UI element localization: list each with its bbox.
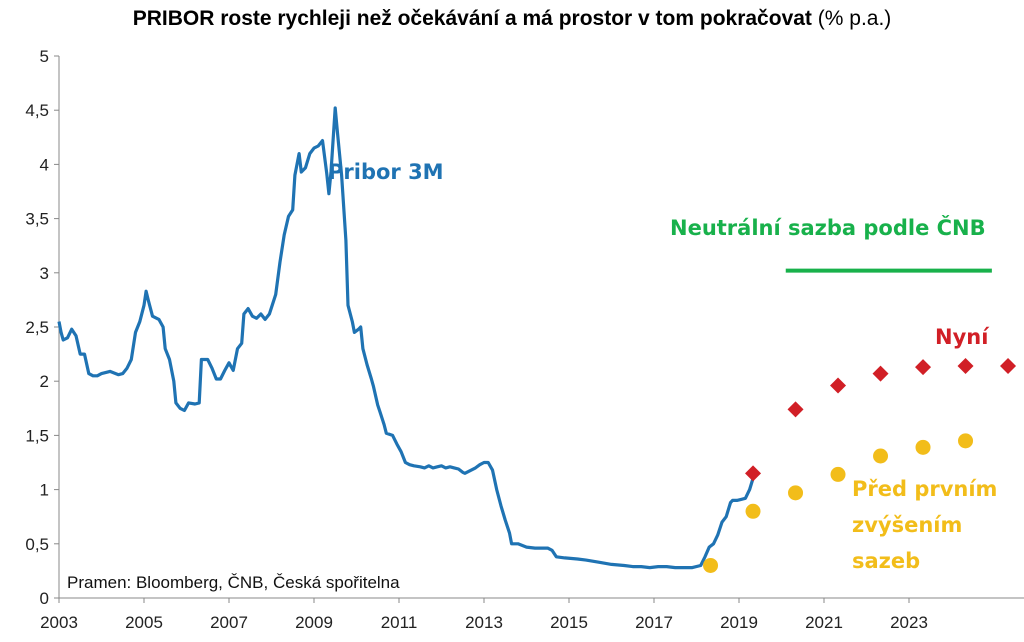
before-hike-point xyxy=(915,439,931,455)
y-tick-label: 3 xyxy=(40,264,49,283)
current-point xyxy=(915,359,932,376)
chart-title-main: PRIBOR roste rychleji než očekávání a má… xyxy=(132,7,812,30)
y-tick-label: 0,5 xyxy=(25,535,49,554)
x-ticks: 2003 2005 2007 2009 2011 2013 2015 2017 2019 2021… xyxy=(40,598,928,632)
before-hike-point xyxy=(873,448,889,464)
y-tick-label: 1 xyxy=(40,481,49,500)
x-tick-label: 2013 xyxy=(465,613,503,632)
x-tick-label: 2009 xyxy=(295,613,333,632)
chart-title-unit: (% p.a.) xyxy=(817,7,892,30)
y-tick-label: 1,5 xyxy=(25,426,49,445)
x-tick-label: 2005 xyxy=(125,613,163,632)
y-ticks: 0 0,5 1 1,5 2 2,5 3 3,5 4 4,5 5 xyxy=(25,47,59,608)
x-tick-label: 2007 xyxy=(210,613,248,632)
pribor-3m-line xyxy=(57,106,756,570)
x-tick-label: 2017 xyxy=(635,613,673,632)
before-hike-label-line1: Před prvním xyxy=(852,477,997,501)
x-tick-label: 2019 xyxy=(720,613,758,632)
before-hike-point xyxy=(830,466,846,482)
x-tick-label: 2023 xyxy=(890,613,928,632)
before-hike-point xyxy=(745,503,761,519)
neutral-rate-label: Neutrální sazba podle ČNB xyxy=(670,215,986,240)
before-hike-label-line3: sazeb xyxy=(852,549,920,573)
series-layer xyxy=(57,106,1017,573)
y-tick-label: 2,5 xyxy=(25,318,49,337)
x-tick-label: 2021 xyxy=(805,613,843,632)
before-hike-point xyxy=(958,433,974,449)
pribor-label: Pribor 3M xyxy=(328,160,444,184)
current-label: Nyní xyxy=(935,325,990,349)
y-tick-label: 2 xyxy=(40,372,49,391)
y-tick-label: 0 xyxy=(40,589,49,608)
current-point xyxy=(872,365,889,382)
before-hike-point xyxy=(703,557,719,573)
current-point xyxy=(1000,358,1017,375)
y-tick-label: 5 xyxy=(40,47,49,66)
x-tick-label: 2011 xyxy=(381,613,418,632)
current-point xyxy=(787,401,804,418)
before-hike-point xyxy=(788,485,804,501)
current-point xyxy=(745,465,762,482)
x-tick-label: 2015 xyxy=(550,613,588,632)
before-hike-label-line2: zvýšením xyxy=(852,513,962,537)
chart-title: PRIBOR roste rychleji než očekávání a má… xyxy=(0,7,1024,31)
current-point xyxy=(957,358,974,375)
source-note: Pramen: Bloomberg, ČNB, Česká spořitelna xyxy=(67,573,400,592)
y-tick-label: 4,5 xyxy=(25,101,49,120)
y-tick-label: 3,5 xyxy=(25,210,49,229)
y-tick-label: 4 xyxy=(40,155,49,174)
current-point xyxy=(830,377,847,394)
x-tick-label: 2003 xyxy=(40,613,78,632)
